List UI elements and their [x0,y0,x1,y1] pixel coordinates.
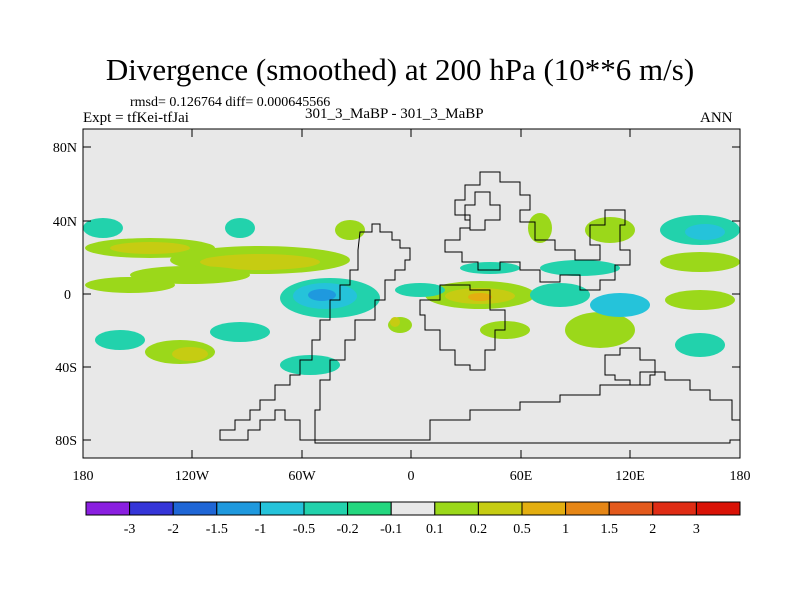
lat-ticks [83,146,740,441]
field-blob [95,330,145,350]
field-blob [83,218,123,238]
coastline-americas [219,223,411,441]
colorbar-tick-label: 0.5 [513,522,531,537]
colorbar-tick-label: -1.5 [206,522,228,537]
diff-value: diff= 0.000645566 [225,95,331,110]
field-blob [660,252,740,272]
colorbar-box [216,501,261,516]
colorbar-box [477,501,523,516]
colorbar-tick-label: 0.1 [426,522,444,537]
colorbar-tick-label: 1 [562,522,569,537]
field-blob [460,262,520,274]
field-blob [200,254,320,270]
colorbar-labels: -3 -2 -1.5 -1 -0.5 -0.2 -0.1 0.1 0.2 0.5 1 1.5 2 3 [124,522,700,537]
coastline-africa [419,284,506,371]
field-blob [110,242,190,254]
lon-label: 60E [510,469,533,484]
coastline-australia [604,347,656,386]
lon-label: 120W [175,469,210,484]
colorbar-tick-label: 2 [649,522,656,537]
field-blob [468,293,492,301]
rmsd-value: rmsd= 0.126764 [130,95,222,110]
colorbar-box [565,501,610,516]
colorbar-tick-label: 3 [693,522,700,537]
field-blob [540,260,620,276]
field-blob [590,293,650,317]
field-blob [280,355,340,375]
lat-label: 40N [53,215,77,230]
field-blob [172,347,208,361]
colorbar-tick-label: -2 [167,522,179,537]
field-blob [565,312,635,348]
colorbar-box [259,501,305,516]
colorbar-tick-label: -0.2 [337,522,359,537]
colorbar-box [434,501,479,516]
season-label: ANN [700,110,733,126]
lat-label: 40S [55,361,77,376]
colorbar [85,501,741,516]
lon-label: 0 [408,469,415,484]
field-blob [395,283,445,297]
colorbar-box [390,501,436,516]
field-blob [585,217,635,243]
field-blob [130,266,250,284]
colorbar-box [172,501,218,516]
lon-label: 180 [73,469,94,484]
field-blob [665,290,735,310]
colorbar-box [521,501,567,516]
colorbar-tick-label: -1 [255,522,267,537]
coastline-eurasia [444,171,631,291]
field-blob [675,333,725,357]
lat-label: 0 [64,288,71,303]
colorbar-box [652,501,697,516]
field-blob [225,218,255,238]
colorbar-tick-label: 0.2 [470,522,488,537]
lat-label: 80S [55,434,77,449]
lon-label: 180 [730,469,751,484]
map-title: Divergence (smoothed) at 200 hPa (10**6 … [105,52,695,87]
lon-ticks [191,129,631,458]
colorbar-box [85,501,131,516]
field-blob [530,283,590,307]
coastline-greenland [464,191,501,231]
divergence-field [83,213,740,375]
field-blob [308,289,336,301]
experiment-label: Expt = tfKei-tfJai [83,110,189,126]
field-blob [528,213,552,243]
colorbar-box [347,501,392,516]
field-blob [685,224,725,240]
colorbar-box [608,501,654,516]
case-label: 301_3_MaBP - 301_3_MaBP [305,106,484,122]
field-blob [210,322,270,342]
colorbar-tick-label: -0.1 [380,522,402,537]
lon-label: 60W [288,469,316,484]
colorbar-tick-label: -0.5 [293,522,315,537]
field-blob [335,220,365,240]
colorbar-box [303,501,349,516]
colorbar-box [695,501,741,516]
colorbar-tick-label: 1.5 [600,522,618,537]
lat-label: 80N [53,141,77,156]
stats-label: rmsd= 0.126764 diff= 0.000645566 [130,95,330,111]
field-blob [390,317,400,327]
colorbar-box [129,501,174,516]
lon-label: 120E [615,469,645,484]
colorbar-tick-label: -3 [124,522,136,537]
